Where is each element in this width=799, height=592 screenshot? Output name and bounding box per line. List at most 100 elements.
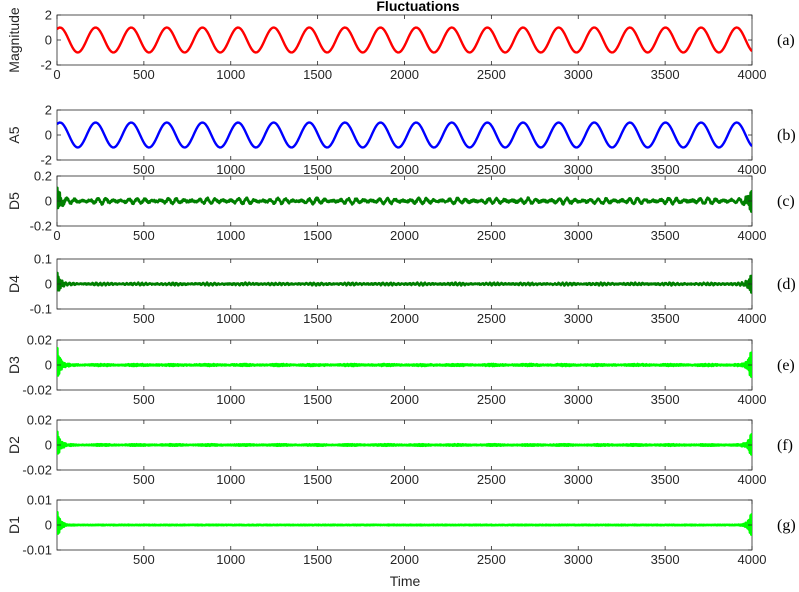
y-axis-label: D3 [6,356,22,374]
x-tick-label: 3000 [564,472,593,487]
x-tick-label: 1500 [303,228,332,243]
x-tick-label: 3500 [651,472,680,487]
x-tick-label: 1500 [303,67,332,82]
x-tick-label: 2500 [477,162,506,177]
y-tick-label: 0.02 [27,413,52,428]
x-tick-label: 2000 [390,552,419,567]
subplot-d: 500 1000 1500 2000 2500 3000 3500 4000 -0.1 0 0.1 D… [6,252,796,327]
x-tick-label: 4000 [738,472,767,487]
y-axis-label: D4 [6,275,22,293]
y-tick-label: -0.02 [22,463,52,478]
x-tick-label: 1500 [303,552,332,567]
x-tick-label: 3000 [564,552,593,567]
subplot-f: 500 1000 1500 2000 2500 3000 3500 4000 -0.02 0 0.0… [6,413,793,488]
x-tick-label: 1000 [216,228,245,243]
x-tick-label: 2000 [390,392,419,407]
y-tick-label: 0.01 [27,493,52,508]
x-tick-label: 500 [133,228,155,243]
y-tick-label: 0 [45,128,52,143]
x-tick-label: 3500 [651,311,680,326]
x-tick-label: 500 [133,552,155,567]
panel-label: (g) [777,517,796,534]
x-tick-label: 0 [53,67,60,82]
x-tick-label: 4000 [738,67,767,82]
y-axis-label: Magnitude [6,7,22,73]
x-tick-label: 2000 [390,311,419,326]
x-tick-label: 1000 [216,472,245,487]
x-tick-label: 4000 [738,392,767,407]
x-tick-label: 3000 [564,392,593,407]
y-tick-label: 0 [45,33,52,48]
x-tick-label: 3500 [651,552,680,567]
y-tick-label: 0.2 [34,169,52,184]
y-axis-label: D5 [6,192,22,210]
x-tick-label: 1500 [303,162,332,177]
series-line [57,430,752,456]
y-axis-label: A5 [6,126,22,143]
x-tick-label: 500 [133,162,155,177]
x-tick-label: 2500 [477,67,506,82]
panel-label: (b) [777,127,796,144]
x-tick-label: 3500 [651,67,680,82]
x-tick-label: 4000 [738,162,767,177]
x-tick-label: 2500 [477,311,506,326]
x-tick-label: 2000 [390,472,419,487]
y-tick-label: -0.2 [30,219,52,234]
y-tick-label: 0 [45,518,52,533]
panel-label: (f) [777,437,793,454]
x-tick-label: 500 [133,392,155,407]
y-tick-label: 2 [45,103,52,118]
x-tick-label: 3000 [564,162,593,177]
x-tick-label: 1000 [216,311,245,326]
x-tick-label: 4000 [738,228,767,243]
y-tick-label: 0 [45,358,52,373]
y-tick-label: -2 [40,58,52,73]
x-tick-label: 2000 [390,162,419,177]
subplot-e: 500 1000 1500 2000 2500 3000 3500 4000 -0.02 0 0.0… [6,333,795,408]
x-tick-label: 3500 [651,162,680,177]
subplot-b: 500 1000 1500 2000 2500 3000 3500 4000 -2 0 2 A5 (b) [6,103,796,178]
x-tick-label: 1000 [216,67,245,82]
panel-label: (e) [777,357,795,374]
x-tick-label: 4000 [738,552,767,567]
subplot-a: 0 500 1000 1500 2000 2500 3000 3500 4000-202Magn… [6,7,795,82]
y-tick-label: 0 [45,277,52,292]
x-tick-label: 500 [133,67,155,82]
y-tick-label: 2 [45,8,52,23]
x-tick-label: 2000 [390,67,419,82]
x-tick-label: 1500 [303,311,332,326]
x-tick-label: 1500 [303,392,332,407]
y-axis-label: D2 [6,436,22,454]
x-tick-label: 1000 [216,392,245,407]
y-tick-label: 0.02 [27,333,52,348]
x-tick-label: 3000 [564,67,593,82]
x-tick-label: 2500 [477,392,506,407]
x-tick-label: 3500 [651,392,680,407]
axes-box [56,14,753,66]
y-tick-label: -0.01 [22,543,52,558]
x-tick-label: 500 [133,311,155,326]
y-tick-label: -0.02 [22,383,52,398]
x-tick-label: 1000 [216,162,245,177]
subplot-c: 0 500 1000 1500 2000 2500 3000 3500 4000-0.200.2… [6,169,795,244]
series-line [57,510,752,536]
x-tick-label: 500 [133,472,155,487]
x-tick-label: 3500 [651,228,680,243]
x-axis-label: Time [390,573,421,589]
x-tick-label: 1500 [303,472,332,487]
series-line [57,121,752,149]
figure-title: Fluctuations [376,0,459,14]
y-tick-label: 0 [45,194,52,209]
y-tick-label: 0 [45,438,52,453]
x-tick-label: 2500 [477,472,506,487]
panel-label: (d) [777,276,796,293]
x-tick-label: 2500 [477,228,506,243]
y-tick-label: -2 [40,153,52,168]
x-tick-label: 2500 [477,552,506,567]
series-line [57,186,752,213]
series-line [57,271,752,294]
series-line [57,26,752,54]
axes-box [56,109,753,161]
series-line [57,346,752,378]
